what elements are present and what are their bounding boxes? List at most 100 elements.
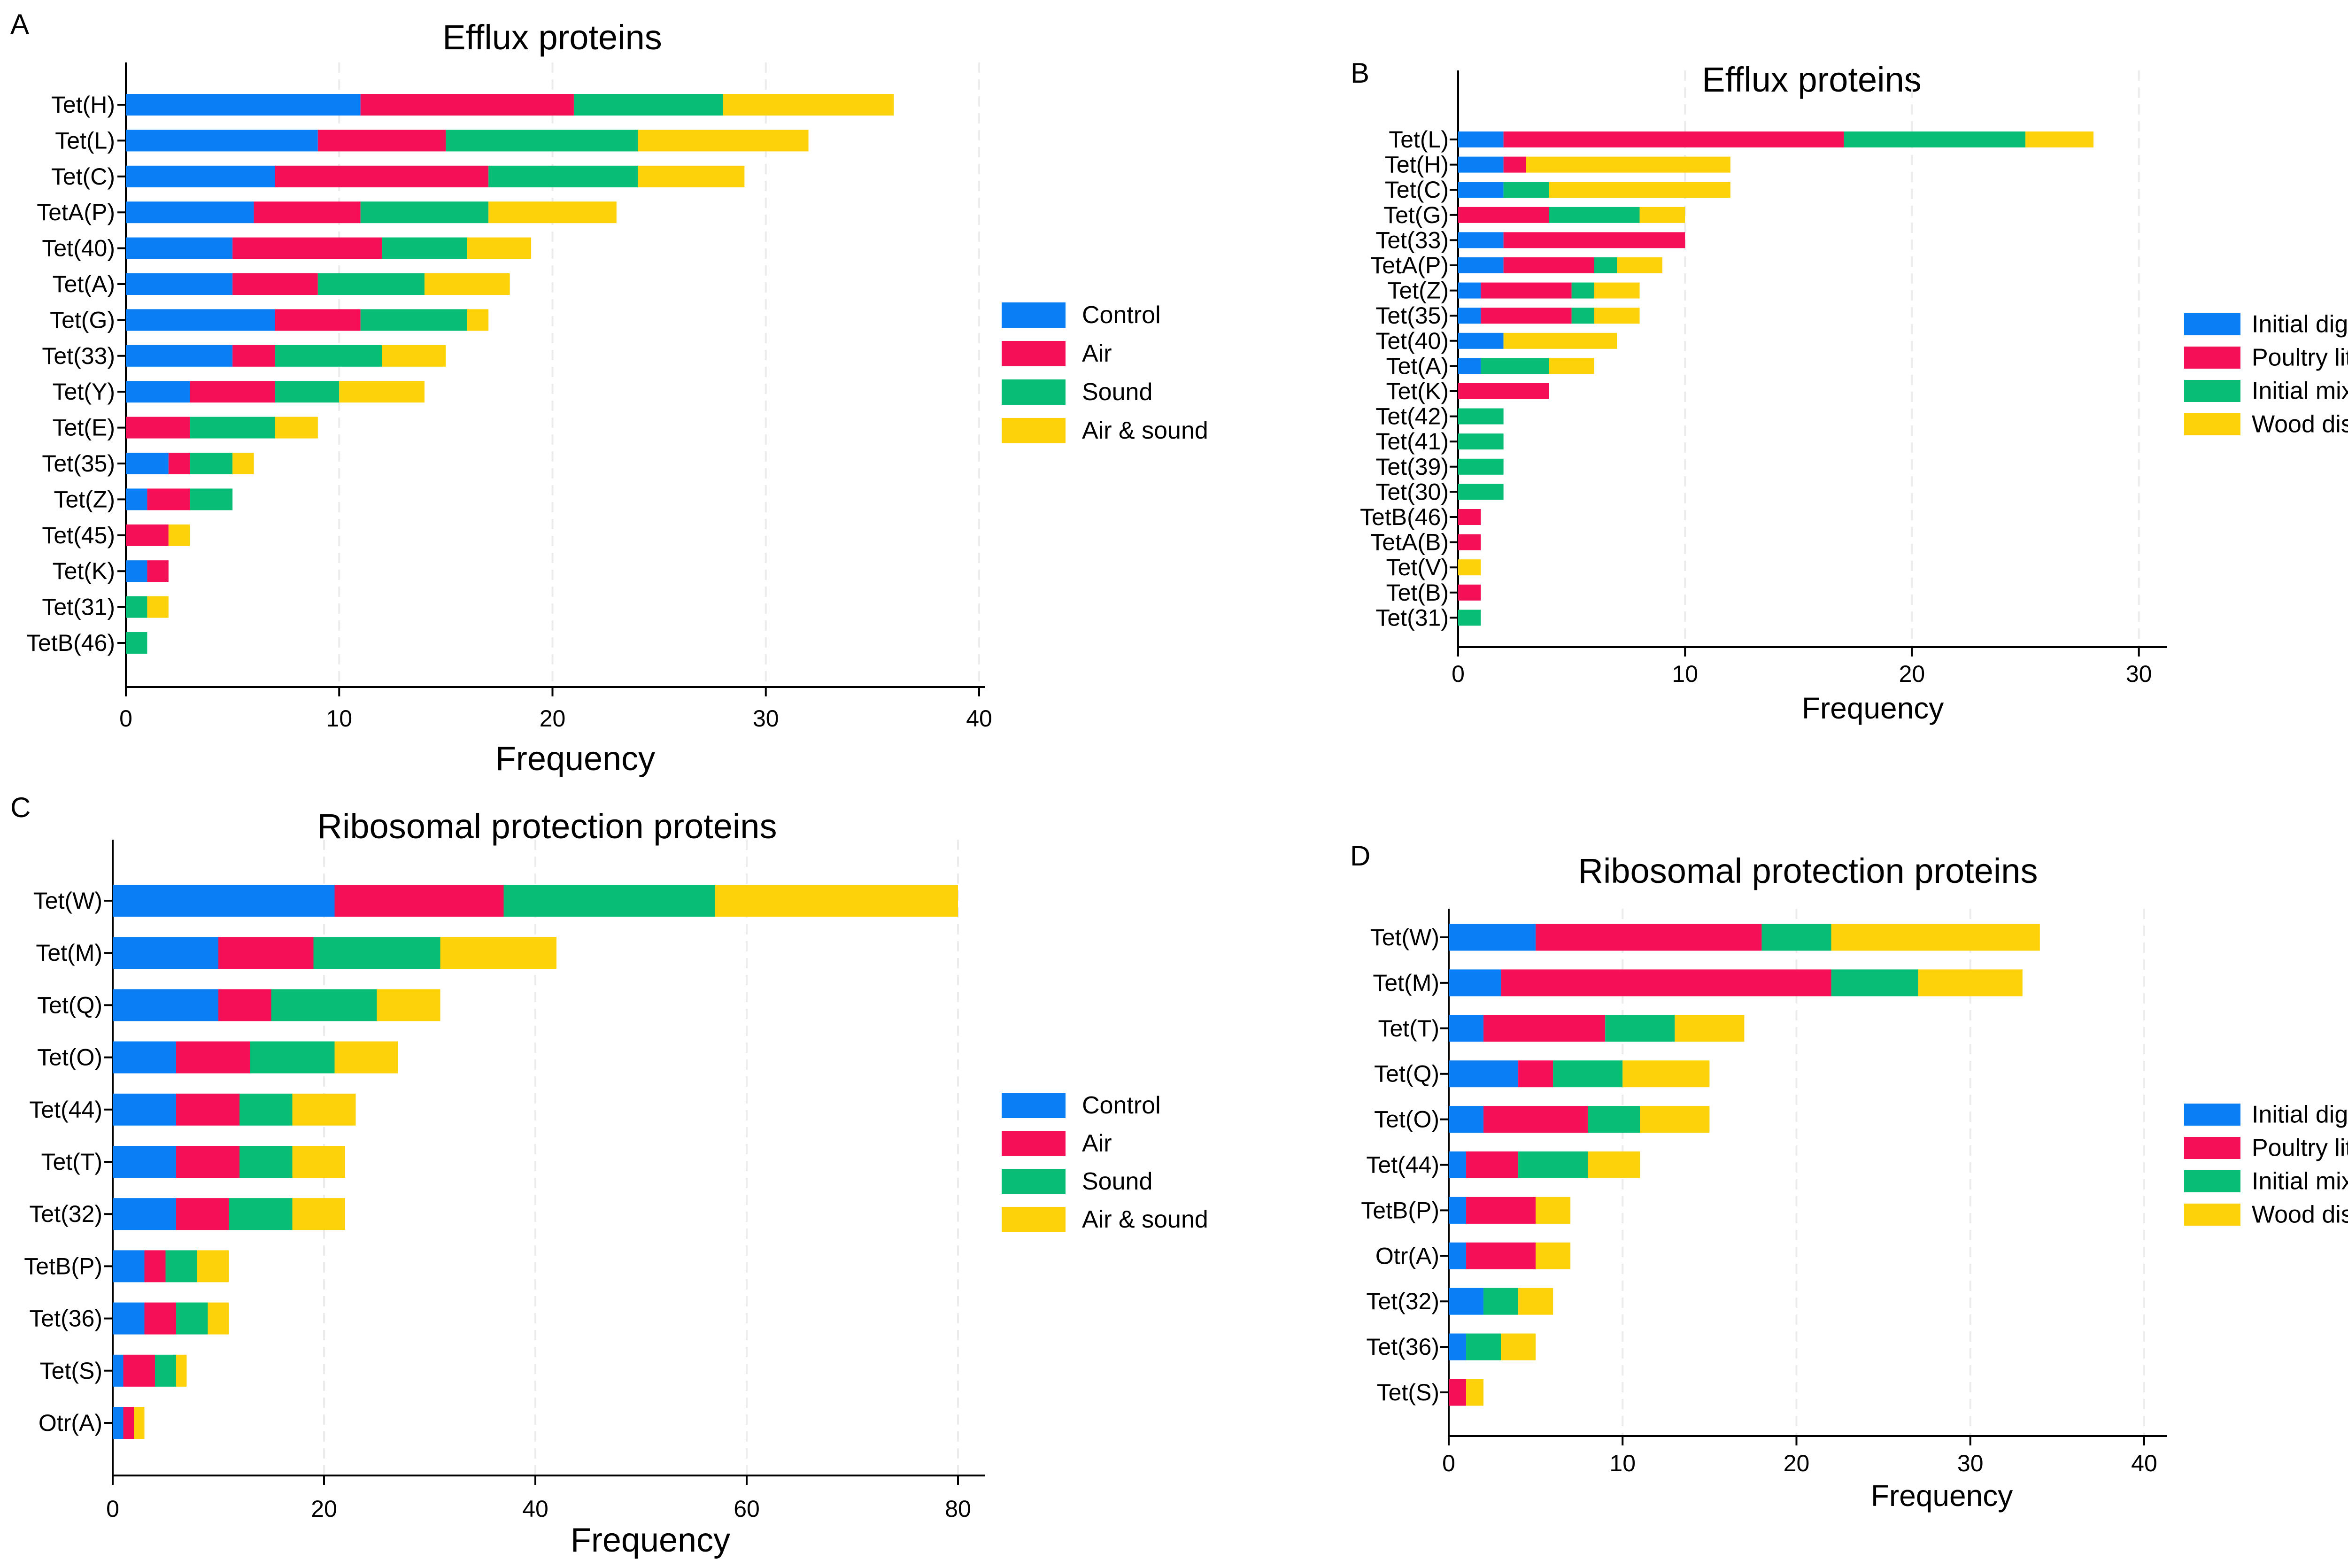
x-tick-label: 60	[734, 1496, 760, 1522]
legend-swatch	[2184, 1204, 2240, 1226]
bar-d-initial-digestate	[1449, 924, 1536, 951]
legend-label: Poultry litter	[2252, 344, 2348, 371]
category-label: Tet(C)	[51, 163, 115, 190]
category-label: Tet(39)	[1375, 454, 1449, 480]
x-tick-label: 30	[1957, 1450, 1984, 1476]
legend-label: Sound	[1082, 378, 1152, 406]
bar-c-air	[176, 1198, 229, 1230]
legend-swatch	[1002, 302, 1066, 328]
bar-d-initial-digestate	[1449, 1060, 1519, 1088]
bar-b-poultry-litter	[1503, 232, 1685, 248]
legend-label: Air & sound	[1082, 417, 1208, 444]
bar-b-initial-digestate	[1458, 131, 1504, 147]
bar-a-sound	[190, 453, 233, 474]
bar-a-air	[317, 130, 446, 152]
bar-c-air-sound	[134, 1407, 145, 1439]
bar-c-air	[123, 1354, 155, 1387]
category-label: Tet(G)	[50, 307, 115, 333]
legend-label: Control	[1082, 1092, 1161, 1119]
bar-a-control	[126, 94, 361, 116]
bar-c-control	[113, 1198, 176, 1230]
legend-swatch	[2184, 347, 2240, 369]
category-label: Tet(41)	[1375, 428, 1449, 455]
category-label: Tet(T)	[1378, 1015, 1439, 1042]
bar-c-air	[218, 937, 314, 969]
bar-d-initial-digestate	[1449, 969, 1501, 996]
bar-d-wood-disc	[1518, 1288, 1553, 1315]
bar-d-poultry-litter	[1483, 1015, 1606, 1042]
bar-a-sound	[360, 201, 489, 224]
bar-b-initial-mix	[1481, 358, 1549, 374]
bar-c-sound	[250, 1041, 335, 1074]
bar-b-initial-mix	[1458, 484, 1504, 500]
bar-d-poultry-litter	[1466, 1151, 1519, 1178]
bar-a-air-sound	[147, 596, 169, 618]
bar-c-air	[176, 1146, 239, 1178]
category-label: Tet(Y)	[53, 378, 115, 405]
bar-b-initial-mix	[1844, 131, 2026, 147]
category-label: Tet(S)	[1377, 1379, 1439, 1406]
bar-c-air-sound	[715, 885, 958, 917]
bar-d-wood-disc	[1588, 1151, 1640, 1178]
bar-b-poultry-litter	[1503, 257, 1594, 273]
bar-a-sound	[275, 345, 382, 367]
category-label: TetA(B)	[1370, 529, 1449, 556]
bar-a-sound	[446, 130, 638, 152]
legend-swatch	[1002, 379, 1066, 405]
bar-b-initial-mix	[1458, 433, 1504, 450]
bar-d-poultry-litter	[1466, 1242, 1536, 1269]
category-label: TetA(P)	[1370, 252, 1449, 278]
bar-a-air-sound	[723, 94, 894, 116]
bar-b-initial-digestate	[1458, 232, 1504, 248]
bar-c-control	[113, 885, 335, 917]
bar-b-initial-digestate	[1458, 156, 1504, 173]
bar-c-air	[334, 885, 504, 917]
category-label: Tet(Z)	[54, 486, 115, 512]
x-tick-label: 30	[753, 705, 779, 732]
legend-label: Initial digestate	[2252, 311, 2348, 338]
panel-c: C Ribosomal protection proteins 0 20 40 60 80 F…	[10, 792, 1208, 1559]
category-label: Otr(A)	[1375, 1243, 1439, 1269]
bar-c-air-sound	[292, 1198, 345, 1230]
category-label: Tet(44)	[1366, 1152, 1439, 1178]
bar-d-initial-mix	[1466, 1333, 1501, 1360]
bar-b-initial-mix	[1458, 610, 1481, 626]
bar-a-air	[126, 417, 190, 439]
bar-a-control	[126, 201, 254, 224]
bar-d-wood-disc	[1640, 1106, 1710, 1133]
legend-swatch	[2184, 313, 2240, 335]
bar-a-control	[126, 309, 275, 331]
bar-a-sound	[317, 273, 425, 295]
x-tick-label: 80	[945, 1496, 971, 1522]
category-label: Tet(W)	[1370, 924, 1439, 950]
bar-d-poultry-litter	[1449, 1379, 1467, 1406]
bar-c-sound	[313, 937, 440, 969]
bar-c-sound	[503, 885, 715, 917]
bar-b-poultry-litter	[1458, 584, 1481, 601]
category-label: Tet(31)	[1375, 604, 1449, 631]
bar-a-sound	[275, 381, 340, 403]
bar-c-air-sound	[292, 1093, 356, 1126]
legend-swatch	[1002, 1131, 1066, 1156]
bar-a-air	[254, 201, 361, 224]
bar-b-initial-digestate	[1458, 308, 1481, 324]
legend-label: Sound	[1082, 1168, 1152, 1195]
legend-swatch	[2184, 1104, 2240, 1126]
bar-d-initial-mix	[1518, 1151, 1588, 1178]
bar-c-air	[144, 1302, 176, 1335]
legend-swatch	[2184, 380, 2240, 402]
bar-b-poultry-litter	[1458, 509, 1481, 525]
bar-c-control	[113, 1302, 145, 1335]
bar-d-poultry-litter	[1483, 1106, 1588, 1133]
bar-d-initial-digestate	[1449, 1151, 1467, 1178]
legend-label: Initial digestate	[2252, 1101, 2348, 1128]
bar-c-sound	[239, 1146, 293, 1178]
category-label: Tet(C)	[1385, 177, 1449, 203]
category-label: Tet(Z)	[1387, 278, 1449, 304]
bar-a-air	[147, 488, 190, 510]
bar-c-air	[176, 1041, 250, 1074]
bar-a-air-sound	[339, 381, 425, 403]
category-label: Tet(40)	[1375, 328, 1449, 354]
category-label: Tet(W)	[33, 888, 102, 914]
